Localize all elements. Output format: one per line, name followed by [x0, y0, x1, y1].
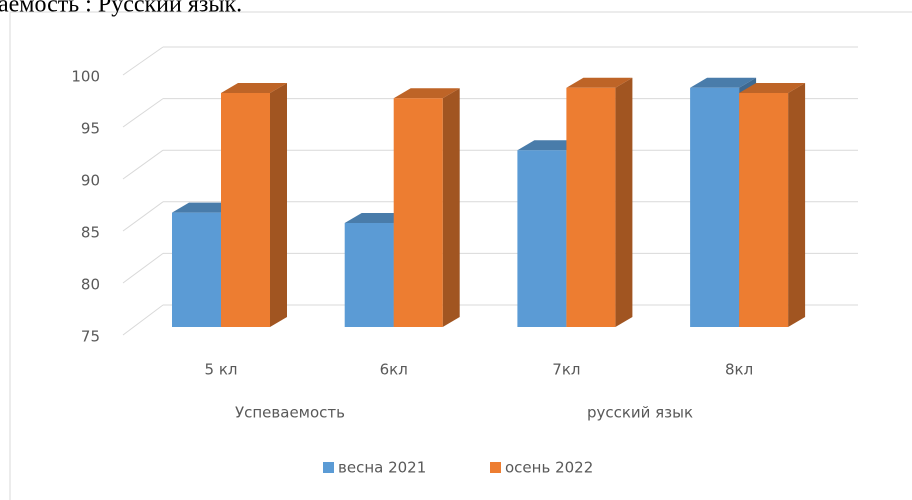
x-tick-label: 6кл [380, 361, 408, 379]
bar-front [517, 150, 567, 327]
x-tick-label: 5 кл [205, 361, 238, 379]
grid-line [122, 201, 164, 232]
x-tick-label: 7кл [552, 361, 580, 379]
bar-front [566, 87, 616, 327]
group-label: русский язык [587, 404, 693, 422]
chart-title: аемость : Русский язык. [0, 0, 242, 18]
bar-front [221, 93, 270, 327]
x-tick-label: 8кл [725, 361, 753, 379]
bar [221, 83, 287, 327]
bar-front [344, 223, 394, 327]
group-label: Успеваемость [235, 404, 345, 422]
grid-line [122, 304, 164, 336]
y-tick-label: 85 [81, 224, 100, 242]
bar-front [172, 212, 221, 327]
bar [739, 83, 806, 327]
bar-top [739, 83, 806, 93]
grid-line [122, 46, 164, 76]
bar-front [690, 87, 740, 327]
grid-line [122, 98, 164, 128]
bar-front [393, 98, 443, 327]
bar-top [393, 88, 460, 99]
legend-swatch [323, 462, 334, 473]
bar [566, 77, 633, 327]
grid-line [122, 252, 164, 284]
bar-side [788, 83, 806, 327]
bar-top [690, 77, 757, 88]
y-tick-label: 75 [81, 328, 100, 346]
bar-top [566, 77, 633, 88]
bar-side [615, 77, 633, 327]
legend-label: осень 2022 [505, 459, 593, 477]
y-tick-label: 80 [81, 276, 100, 294]
bar-top [221, 83, 287, 93]
legend-label: весна 2021 [338, 459, 426, 477]
bar-side [270, 83, 287, 327]
grid-line [122, 149, 164, 180]
y-tick-label: 90 [81, 172, 100, 190]
bar [393, 88, 460, 327]
bar-side [442, 88, 460, 327]
bar-front [739, 93, 789, 327]
y-tick-label: 100 [71, 68, 100, 86]
legend-swatch [490, 462, 501, 473]
y-tick-label: 95 [81, 120, 100, 138]
